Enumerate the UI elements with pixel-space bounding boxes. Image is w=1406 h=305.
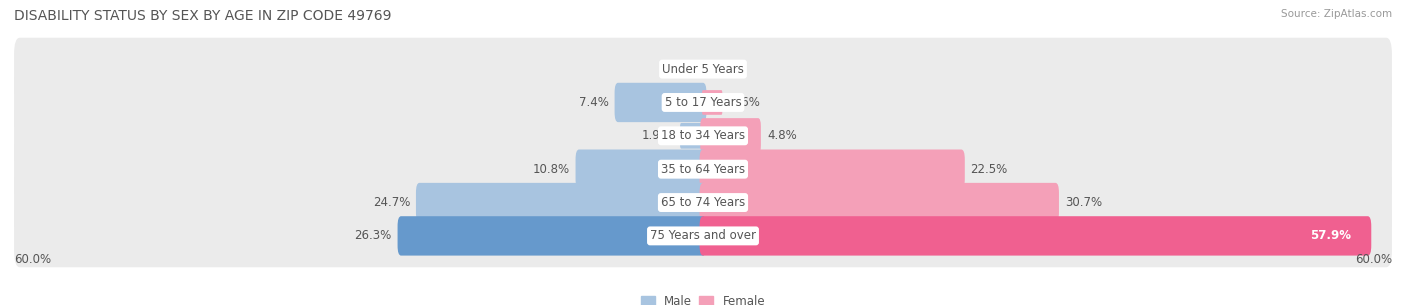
FancyBboxPatch shape (398, 216, 706, 256)
Text: 22.5%: 22.5% (970, 163, 1008, 176)
FancyBboxPatch shape (681, 123, 704, 149)
FancyBboxPatch shape (14, 38, 1392, 100)
FancyBboxPatch shape (14, 71, 1392, 134)
FancyBboxPatch shape (700, 118, 761, 153)
Text: DISABILITY STATUS BY SEX BY AGE IN ZIP CODE 49769: DISABILITY STATUS BY SEX BY AGE IN ZIP C… (14, 9, 391, 23)
FancyBboxPatch shape (702, 90, 723, 115)
Text: Source: ZipAtlas.com: Source: ZipAtlas.com (1281, 9, 1392, 19)
Text: 7.4%: 7.4% (579, 96, 609, 109)
FancyBboxPatch shape (700, 216, 1371, 256)
Text: 57.9%: 57.9% (1309, 229, 1351, 242)
FancyBboxPatch shape (416, 183, 706, 222)
Text: 30.7%: 30.7% (1064, 196, 1102, 209)
FancyBboxPatch shape (14, 171, 1392, 234)
Text: 60.0%: 60.0% (14, 253, 51, 266)
Text: 75 Years and over: 75 Years and over (650, 229, 756, 242)
FancyBboxPatch shape (614, 83, 706, 122)
Text: 60.0%: 60.0% (1355, 253, 1392, 266)
FancyBboxPatch shape (700, 183, 1059, 222)
FancyBboxPatch shape (14, 138, 1392, 201)
Text: 24.7%: 24.7% (373, 196, 411, 209)
Text: 35 to 64 Years: 35 to 64 Years (661, 163, 745, 176)
Text: 1.6%: 1.6% (731, 96, 761, 109)
Text: 0.0%: 0.0% (713, 63, 742, 76)
FancyBboxPatch shape (14, 104, 1392, 167)
Legend: Male, Female: Male, Female (636, 291, 770, 305)
FancyBboxPatch shape (14, 205, 1392, 267)
Text: 10.8%: 10.8% (533, 163, 569, 176)
Text: 65 to 74 Years: 65 to 74 Years (661, 196, 745, 209)
FancyBboxPatch shape (700, 149, 965, 189)
Text: 4.8%: 4.8% (768, 129, 797, 142)
Text: 18 to 34 Years: 18 to 34 Years (661, 129, 745, 142)
Text: 1.9%: 1.9% (643, 129, 672, 142)
Text: Under 5 Years: Under 5 Years (662, 63, 744, 76)
Text: 5 to 17 Years: 5 to 17 Years (665, 96, 741, 109)
Text: 26.3%: 26.3% (354, 229, 392, 242)
Text: 0.0%: 0.0% (664, 63, 693, 76)
FancyBboxPatch shape (575, 149, 706, 189)
